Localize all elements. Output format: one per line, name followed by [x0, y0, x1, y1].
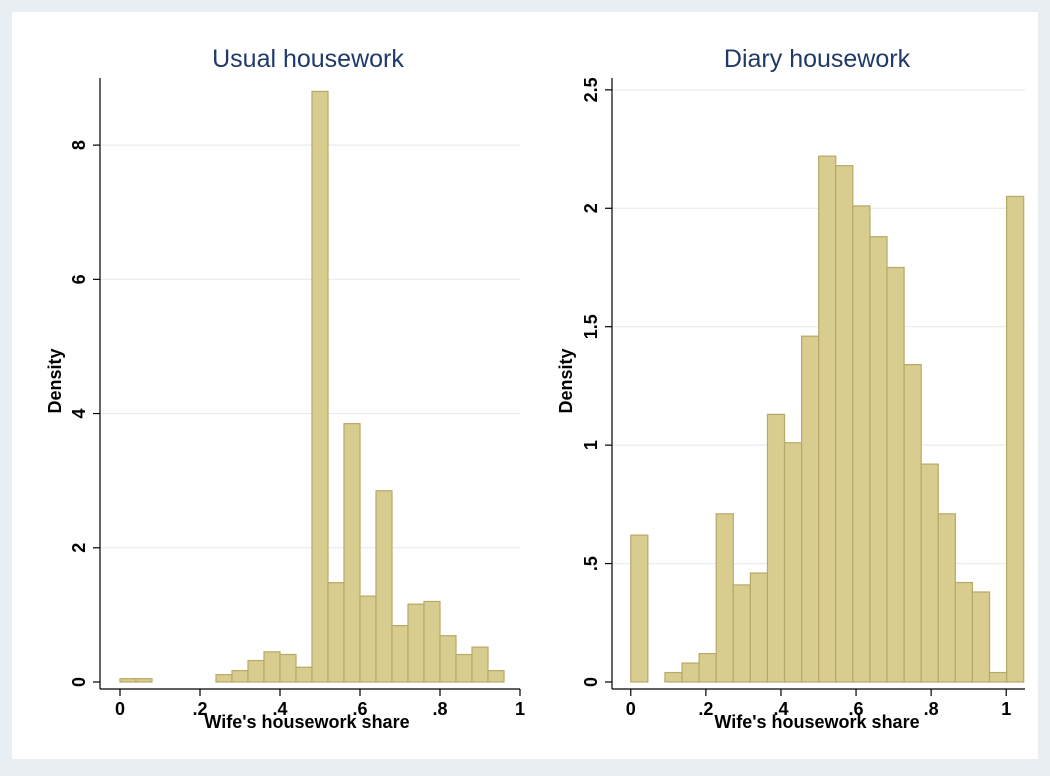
histogram-bar: [311, 90, 329, 683]
histogram-bar: [749, 572, 769, 683]
histogram-bar: [630, 534, 649, 683]
y-tick-label: 8: [69, 140, 89, 150]
histogram-bar: [766, 413, 786, 683]
y-tick-label: 1.5: [581, 314, 601, 339]
x-tick-label: .8: [924, 699, 939, 719]
histogram-bar: [715, 513, 734, 683]
histogram-panel-diary: Diary housework 0 .5 1 1.5 2 2.5 0 .2 .4 .6 .8 1 Wi…: [556, 45, 1025, 732]
histogram-bar: [439, 635, 457, 683]
histogram-bar: [391, 625, 409, 683]
grid-lines: [100, 78, 520, 682]
y-tick-label: 2.5: [581, 77, 601, 102]
histogram-bar: [903, 364, 922, 683]
histogram-bar: [487, 669, 505, 683]
histogram-bar: [818, 155, 837, 683]
histogram-bar: [231, 669, 249, 683]
y-tick-label: 2: [69, 543, 89, 553]
histogram-bar: [869, 236, 888, 683]
histogram-bar: [471, 646, 489, 683]
histogram-bar: [407, 603, 425, 683]
axes: 0 .5 1 1.5 2 2.5 0 .2 .4 .6 .8 1: [581, 77, 1025, 719]
x-tick-label: .8: [432, 699, 447, 719]
x-tick-label: .4: [272, 699, 287, 719]
histogram-bar: [954, 581, 974, 683]
histogram-bar: [1006, 195, 1025, 683]
histogram-bar: [886, 266, 905, 683]
x-tick-label: 1: [1001, 699, 1011, 719]
histogram-bar: [263, 651, 281, 683]
panel-title: Diary housework: [724, 45, 911, 73]
x-tick-label: 1: [515, 699, 525, 719]
histogram-bar: [988, 671, 1008, 683]
histogram-bar: [698, 652, 717, 683]
y-tick-label: 2: [581, 203, 601, 213]
histogram-bar: [835, 165, 854, 683]
bars: [630, 155, 1025, 683]
histogram-bar: [247, 659, 265, 683]
x-tick-label: .6: [849, 699, 864, 719]
bars: [119, 90, 505, 683]
axes: 0 2 4 6 8 0 .2 .4 .6 .8 1: [69, 78, 525, 719]
histogram-bar: [801, 335, 820, 683]
histogram-bar: [732, 584, 751, 683]
y-axis-label: Density: [45, 348, 65, 413]
histogram-bar: [681, 662, 700, 683]
histogram-panel-usual: Usual housework 0 2 4 6 8 0 .2 .4 .6 .8 1 Wife's h…: [45, 45, 525, 732]
y-axis-label: Density: [556, 348, 576, 413]
x-tick-label: .4: [773, 699, 788, 719]
x-axis-label: Wife's housework share: [204, 712, 409, 732]
plot-area: [100, 78, 520, 682]
histogram-bar: [852, 205, 871, 683]
y-tick-label: 4: [69, 409, 89, 419]
y-tick-label: 1: [581, 440, 601, 450]
x-tick-label: .2: [698, 699, 713, 719]
y-tick-label: .5: [581, 556, 601, 571]
histogram-bar: [343, 423, 361, 683]
histogram-bar: [215, 674, 233, 683]
histogram-bar: [423, 600, 441, 683]
histogram-bar: [375, 490, 393, 683]
histogram-bar: [783, 442, 803, 683]
histogram-bar: [119, 678, 137, 683]
histogram-bar: [920, 463, 939, 683]
histogram-bar: [359, 595, 377, 683]
histogram-bar: [279, 653, 297, 683]
histogram-bar: [455, 653, 473, 683]
panel-title: Usual housework: [212, 45, 404, 73]
histogram-bar: [135, 678, 153, 683]
histogram-bar: [295, 666, 313, 683]
histogram-bar: [327, 582, 345, 683]
histogram-bar: [937, 513, 956, 683]
y-tick-label: 0: [581, 677, 601, 687]
x-tick-label: .2: [192, 699, 207, 719]
histogram-bar: [971, 591, 991, 683]
x-tick-label: 0: [115, 699, 125, 719]
x-axis-label: Wife's housework share: [714, 712, 919, 732]
x-tick-label: 0: [626, 699, 636, 719]
x-tick-label: .6: [352, 699, 367, 719]
histogram-bar: [664, 671, 683, 683]
y-tick-label: 0: [69, 677, 89, 687]
y-tick-label: 6: [69, 274, 89, 284]
